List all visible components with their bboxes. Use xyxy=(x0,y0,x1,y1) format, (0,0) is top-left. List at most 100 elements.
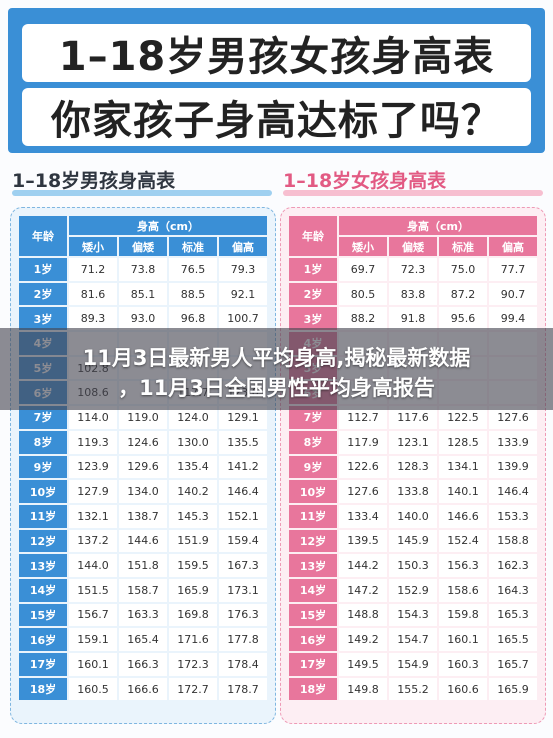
height-value-cell: 178.4 xyxy=(219,653,267,676)
height-value-cell: 133.9 xyxy=(489,430,537,454)
table-row: 9岁 123.9 129.6 135.4 141.2 xyxy=(19,455,267,479)
height-value-cell: 124.6 xyxy=(119,430,167,454)
subheader-short: 矮小 xyxy=(339,237,387,256)
height-value-cell: 149.2 xyxy=(339,628,387,651)
height-value-cell: 134.0 xyxy=(119,480,167,503)
height-value-cell: 165.7 xyxy=(489,653,537,676)
height-value-cell: 152.1 xyxy=(219,504,267,528)
age-cell: 9岁 xyxy=(19,455,67,479)
height-value-cell: 77.7 xyxy=(489,258,537,281)
height-value-cell: 165.9 xyxy=(489,677,537,701)
height-value-cell: 87.2 xyxy=(439,282,487,306)
height-value-cell: 133.4 xyxy=(339,504,387,528)
height-value-cell: 127.6 xyxy=(339,480,387,503)
height-value-cell: 165.5 xyxy=(489,628,537,651)
height-value-cell: 151.5 xyxy=(69,578,117,602)
height-value-cell: 135.4 xyxy=(169,455,217,479)
height-value-cell: 135.5 xyxy=(219,430,267,454)
height-value-cell: 177.8 xyxy=(219,628,267,651)
table-row: 8岁 119.3 124.6 130.0 135.5 xyxy=(19,430,267,454)
banner-title: 1–18岁男孩女孩身高表 xyxy=(22,24,531,82)
height-value-cell: 122.6 xyxy=(339,455,387,479)
boys-title-text: 1–18岁男孩身高表 xyxy=(12,170,176,192)
table-row: 16岁 159.1 165.4 171.6 177.8 xyxy=(19,628,267,651)
height-value-cell: 156.7 xyxy=(69,603,117,627)
height-value-cell: 96.8 xyxy=(169,307,217,331)
height-value-cell: 171.6 xyxy=(169,628,217,651)
height-value-cell: 127.6 xyxy=(489,406,537,429)
height-value-cell: 73.8 xyxy=(119,258,167,281)
height-value-cell: 123.9 xyxy=(69,455,117,479)
height-value-cell: 158.8 xyxy=(489,529,537,553)
height-value-cell: 173.1 xyxy=(219,578,267,602)
height-value-cell: 148.8 xyxy=(339,603,387,627)
height-value-cell: 140.2 xyxy=(169,480,217,503)
height-value-cell: 158.7 xyxy=(119,578,167,602)
height-value-cell: 128.5 xyxy=(439,430,487,454)
subheader-standard: 标准 xyxy=(169,237,217,256)
age-cell: 8岁 xyxy=(19,430,67,454)
height-value-cell: 124.0 xyxy=(169,406,217,429)
table-row: 3岁 89.3 93.0 96.8 100.7 xyxy=(19,307,267,331)
boys-table-body: 1岁 71.2 73.8 76.5 79.3 2岁 81.6 85.1 88.5 92.1 3岁 89… xyxy=(19,258,267,701)
height-value-cell: 159.1 xyxy=(69,628,117,651)
table-row: 18岁 160.5 166.6 172.7 178.7 xyxy=(19,677,267,701)
height-value-cell: 160.6 xyxy=(439,677,487,701)
age-cell: 7岁 xyxy=(19,406,67,429)
height-value-cell: 151.8 xyxy=(119,554,167,577)
height-value-cell: 162.3 xyxy=(489,554,537,577)
height-value-cell: 69.7 xyxy=(339,258,387,281)
table-row: 18岁 149.8 155.2 160.6 165.9 xyxy=(289,677,537,701)
height-value-cell: 117.6 xyxy=(389,406,437,429)
headline-line-1: 11月3日最新男人平均身高,揭秘最新数据 xyxy=(82,346,471,370)
table-row: 7岁 112.7 117.6 122.5 127.6 xyxy=(289,406,537,429)
subheader-short: 矮小 xyxy=(69,237,117,256)
girls-title-underline xyxy=(283,190,543,196)
height-value-cell: 163.3 xyxy=(119,603,167,627)
height-value-cell: 165.4 xyxy=(119,628,167,651)
height-value-cell: 72.3 xyxy=(389,258,437,281)
height-value-cell: 154.9 xyxy=(389,653,437,676)
height-value-cell: 172.7 xyxy=(169,677,217,701)
table-row: 15岁 156.7 163.3 169.8 176.3 xyxy=(19,603,267,627)
age-cell: 16岁 xyxy=(289,628,337,651)
height-column-header: 身高（cm） xyxy=(69,216,267,235)
table-row: 2岁 80.5 83.8 87.2 90.7 xyxy=(289,282,537,306)
height-value-cell: 167.3 xyxy=(219,554,267,577)
height-value-cell: 149.8 xyxy=(339,677,387,701)
height-value-cell: 129.1 xyxy=(219,406,267,429)
age-cell: 15岁 xyxy=(19,603,67,627)
height-value-cell: 172.3 xyxy=(169,653,217,676)
age-cell: 9岁 xyxy=(289,455,337,479)
height-value-cell: 160.1 xyxy=(69,653,117,676)
height-value-cell: 165.9 xyxy=(169,578,217,602)
height-value-cell: 140.0 xyxy=(389,504,437,528)
height-value-cell: 159.8 xyxy=(439,603,487,627)
age-cell: 1岁 xyxy=(19,258,67,281)
age-cell: 8岁 xyxy=(289,430,337,454)
age-cell: 2岁 xyxy=(289,282,337,306)
height-value-cell: 129.6 xyxy=(119,455,167,479)
age-cell: 3岁 xyxy=(19,307,67,331)
height-value-cell: 154.3 xyxy=(389,603,437,627)
table-row: 2岁 81.6 85.1 88.5 92.1 xyxy=(19,282,267,306)
table-row: 14岁 151.5 158.7 165.9 173.1 xyxy=(19,578,267,602)
height-value-cell: 153.3 xyxy=(489,504,537,528)
height-value-cell: 88.5 xyxy=(169,282,217,306)
boys-height-panel: 年龄 身高（cm） 矮小 偏矮 标准 偏高 1岁 71.2 73.8 76.5 79.3… xyxy=(10,207,276,724)
height-value-cell: 132.1 xyxy=(69,504,117,528)
age-cell: 7岁 xyxy=(289,406,337,429)
height-value-cell: 133.8 xyxy=(389,480,437,503)
height-value-cell: 152.9 xyxy=(389,578,437,602)
height-value-cell: 138.7 xyxy=(119,504,167,528)
table-row: 3岁 88.2 91.8 95.6 99.4 xyxy=(289,307,537,331)
height-value-cell: 178.7 xyxy=(219,677,267,701)
height-value-cell: 144.2 xyxy=(339,554,387,577)
height-value-cell: 149.5 xyxy=(339,653,387,676)
height-value-cell: 165.3 xyxy=(489,603,537,627)
subheader-below: 偏矮 xyxy=(389,237,437,256)
height-value-cell: 71.2 xyxy=(69,258,117,281)
height-value-cell: 145.9 xyxy=(389,529,437,553)
girls-height-panel: 年龄 身高（cm） 矮小 偏矮 标准 偏高 1岁 69.7 72.3 75.0 77.7… xyxy=(280,207,546,724)
